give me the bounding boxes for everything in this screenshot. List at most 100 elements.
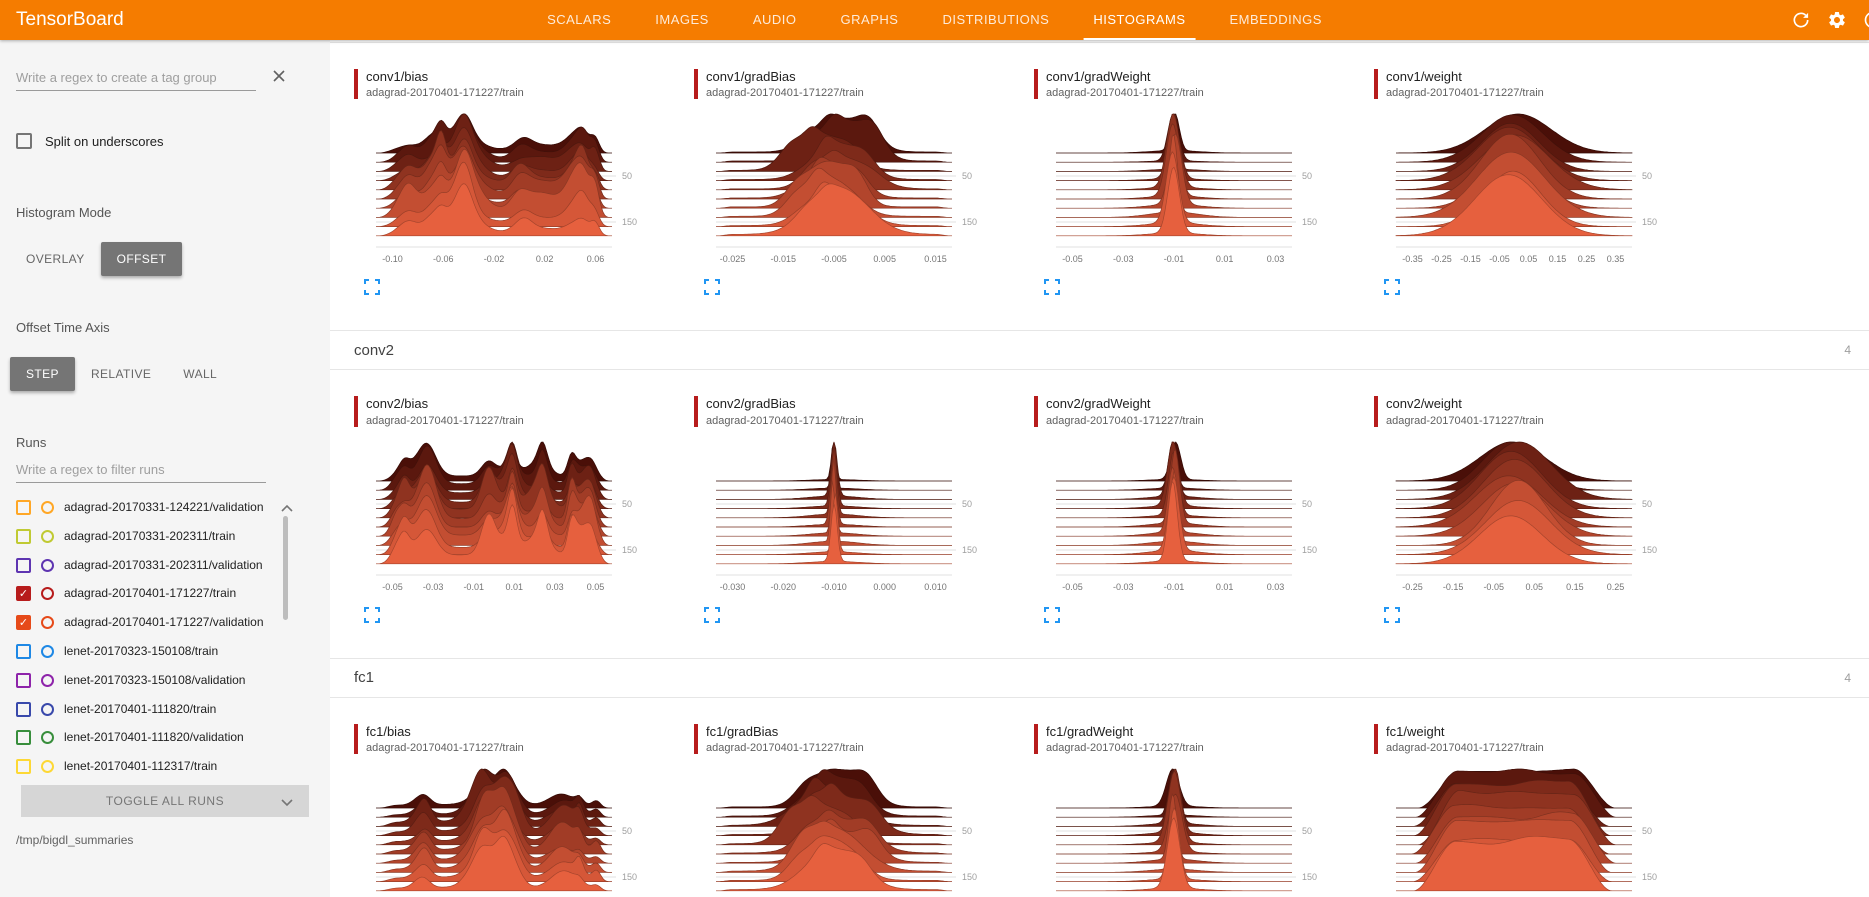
histogram-chart[interactable]: 50 150: [1046, 762, 1346, 897]
scroll-down-icon[interactable]: [280, 795, 294, 813]
run-item[interactable]: lenet-20170323-150108/train: [16, 637, 302, 666]
expand-icon[interactable]: [364, 279, 380, 300]
run-color-circle[interactable]: [41, 529, 54, 543]
run-color-circle[interactable]: [41, 731, 54, 745]
split-underscores-checkbox[interactable]: [16, 133, 32, 149]
run-label: adagrad-20170401-171227/validation: [64, 615, 264, 630]
split-underscores-row[interactable]: Split on underscores: [16, 133, 314, 149]
svg-text:50: 50: [622, 826, 632, 836]
nav-tabs: SCALARS IMAGES AUDIO GRAPHS DISTRIBUTIONS HIS…: [525, 0, 1344, 40]
run-checkbox[interactable]: ✓: [16, 586, 31, 602]
run-item[interactable]: lenet-20170401-111820/train: [16, 695, 302, 724]
expand-icon[interactable]: [364, 606, 380, 628]
expand-icon[interactable]: [1044, 606, 1060, 628]
svg-text:-0.01: -0.01: [1164, 582, 1185, 592]
offset-time-axis-relative-button[interactable]: RELATIVE: [75, 357, 167, 391]
histogram-chart[interactable]: 50 150: [366, 762, 666, 897]
tag-section-conv2: conv2 4 conv2/bias adagrad-20170401-171227/…: [330, 330, 1869, 657]
histogram-chart[interactable]: 50 150 -0.05 -0.03 -0.01 0.01 0.03 0.05: [366, 435, 666, 605]
scroll-up-icon[interactable]: [280, 500, 294, 518]
card-title: fc1/gradWeight: [1046, 723, 1134, 739]
histogram-chart[interactable]: 50 150 -0.05 -0.03 -0.01 0.01 0.03: [1046, 107, 1346, 277]
svg-text:150: 150: [1302, 545, 1317, 555]
run-color-circle[interactable]: [41, 501, 54, 514]
expand-icon[interactable]: [704, 279, 720, 300]
settings-icon[interactable]: [1827, 10, 1847, 30]
run-checkbox[interactable]: ✓: [16, 615, 31, 631]
run-item[interactable]: lenet-20170323-150108/validation: [16, 666, 302, 695]
run-checkbox[interactable]: [16, 701, 31, 717]
tab-distributions[interactable]: DISTRIBUTIONS: [942, 12, 1050, 27]
expand-icon[interactable]: [1384, 606, 1400, 628]
tab-graphs[interactable]: GRAPHS: [840, 12, 899, 27]
card-run-name: adagrad-20170401-171227/train: [706, 87, 864, 100]
histogram-card: conv1/gradBias adagrad-20170401-171227/tr…: [694, 69, 1018, 300]
app-title: TensorBoard: [16, 9, 124, 30]
histogram-chart[interactable]: 50 150: [706, 762, 1006, 897]
runs-filter-input[interactable]: [16, 458, 266, 483]
tab-scalars[interactable]: SCALARS: [547, 12, 612, 27]
close-icon[interactable]: [272, 69, 286, 88]
histogram-chart[interactable]: 50 150 -0.030 -0.020 -0.010 0.000 0.010: [706, 435, 1006, 605]
run-color-circle[interactable]: [41, 616, 54, 630]
histogram-chart[interactable]: 50 150 -0.05 -0.03 -0.01 0.01 0.03: [1046, 435, 1346, 605]
run-color-circle[interactable]: [41, 760, 54, 774]
section-header[interactable]: fc1 4: [330, 657, 1869, 698]
toggle-all-runs-button[interactable]: TOGGLE ALL RUNS: [21, 784, 309, 817]
run-checkbox[interactable]: [16, 528, 31, 544]
histogram-mode-overlay-button[interactable]: OVERLAY: [10, 242, 101, 276]
histogram-mode-offset-button[interactable]: OFFSET: [100, 242, 183, 276]
refresh-icon[interactable]: [1791, 10, 1811, 30]
run-item[interactable]: adagrad-20170331-124221/validation: [16, 493, 302, 522]
run-item[interactable]: ✓ adagrad-20170401-171227/validation: [16, 608, 302, 637]
run-color-circle[interactable]: [41, 673, 54, 687]
histogram-chart[interactable]: 50 150 -0.35 -0.25 -0.15 -0.05 0.05 0.15 0.25 0.3…: [1386, 107, 1686, 277]
run-color-circle[interactable]: [41, 558, 54, 572]
offset-time-axis-step-button[interactable]: STEP: [10, 357, 75, 391]
histogram-chart[interactable]: 50 150 -0.025 -0.015 -0.005 0.005 0.015: [706, 107, 1006, 277]
tab-histograms[interactable]: HISTOGRAMS: [1071, 0, 1207, 40]
histogram-chart[interactable]: 50 150 -0.25 -0.15 -0.05 0.05 0.15 0.25: [1386, 435, 1686, 605]
section-header[interactable]: conv2 4: [330, 330, 1869, 371]
histogram-chart[interactable]: 50 150: [1386, 762, 1686, 897]
offset-time-axis-wall-button[interactable]: WALL: [167, 357, 233, 391]
tab-images[interactable]: IMAGES: [655, 12, 709, 27]
histograms-dashboard: conv1 conv1/bias adagrad-20170401-171227/t…: [330, 40, 1869, 897]
svg-text:-0.15: -0.15: [1443, 582, 1464, 592]
expand-icon[interactable]: [704, 606, 720, 628]
run-item[interactable]: adagrad-20170331-202311/train: [16, 522, 302, 551]
expand-icon[interactable]: [1044, 279, 1060, 300]
card-run-name: adagrad-20170401-171227/train: [1046, 87, 1204, 100]
run-label: adagrad-20170401-171227/train: [64, 586, 237, 601]
header-icons: ?: [1791, 10, 1869, 30]
run-checkbox[interactable]: [16, 500, 31, 515]
run-checkbox[interactable]: [16, 557, 31, 573]
run-item[interactable]: lenet-20170401-111820/validation: [16, 723, 302, 752]
expand-icon[interactable]: [1384, 279, 1400, 300]
run-checkbox[interactable]: [16, 759, 31, 775]
tag-filter-input[interactable]: [16, 66, 256, 91]
tab-audio[interactable]: AUDIO: [752, 12, 797, 27]
run-item[interactable]: adagrad-20170331-202311/validation: [16, 551, 302, 580]
tab-embeddings[interactable]: EMBEDDINGS: [1229, 12, 1322, 27]
svg-text:50: 50: [962, 171, 972, 181]
svg-text:50: 50: [962, 499, 972, 509]
run-color-circle[interactable]: [41, 587, 54, 601]
run-item[interactable]: ✓ adagrad-20170401-171227/train: [16, 579, 302, 608]
svg-text:-0.02: -0.02: [484, 254, 505, 264]
svg-text:50: 50: [622, 499, 632, 509]
run-color-circle[interactable]: [41, 644, 54, 658]
run-list-scrollbar[interactable]: [283, 516, 288, 620]
histogram-card: fc1/gradBias adagrad-20170401-171227/trai…: [694, 723, 1018, 897]
section-header[interactable]: conv1: [330, 40, 1869, 43]
run-item[interactable]: lenet-20170401-112317/train: [16, 752, 302, 781]
card-title: conv2/bias: [366, 396, 429, 412]
histogram-chart[interactable]: 50 150 -0.10 -0.06 -0.02 0.02 0.06: [366, 107, 666, 277]
svg-text:-0.06: -0.06: [433, 254, 454, 264]
run-checkbox[interactable]: [16, 672, 31, 688]
run-color-circle[interactable]: [41, 702, 54, 716]
help-icon[interactable]: ?: [1863, 10, 1869, 30]
svg-text:0.05: 0.05: [1526, 582, 1544, 592]
run-checkbox[interactable]: [16, 730, 31, 746]
run-checkbox[interactable]: [16, 643, 31, 659]
